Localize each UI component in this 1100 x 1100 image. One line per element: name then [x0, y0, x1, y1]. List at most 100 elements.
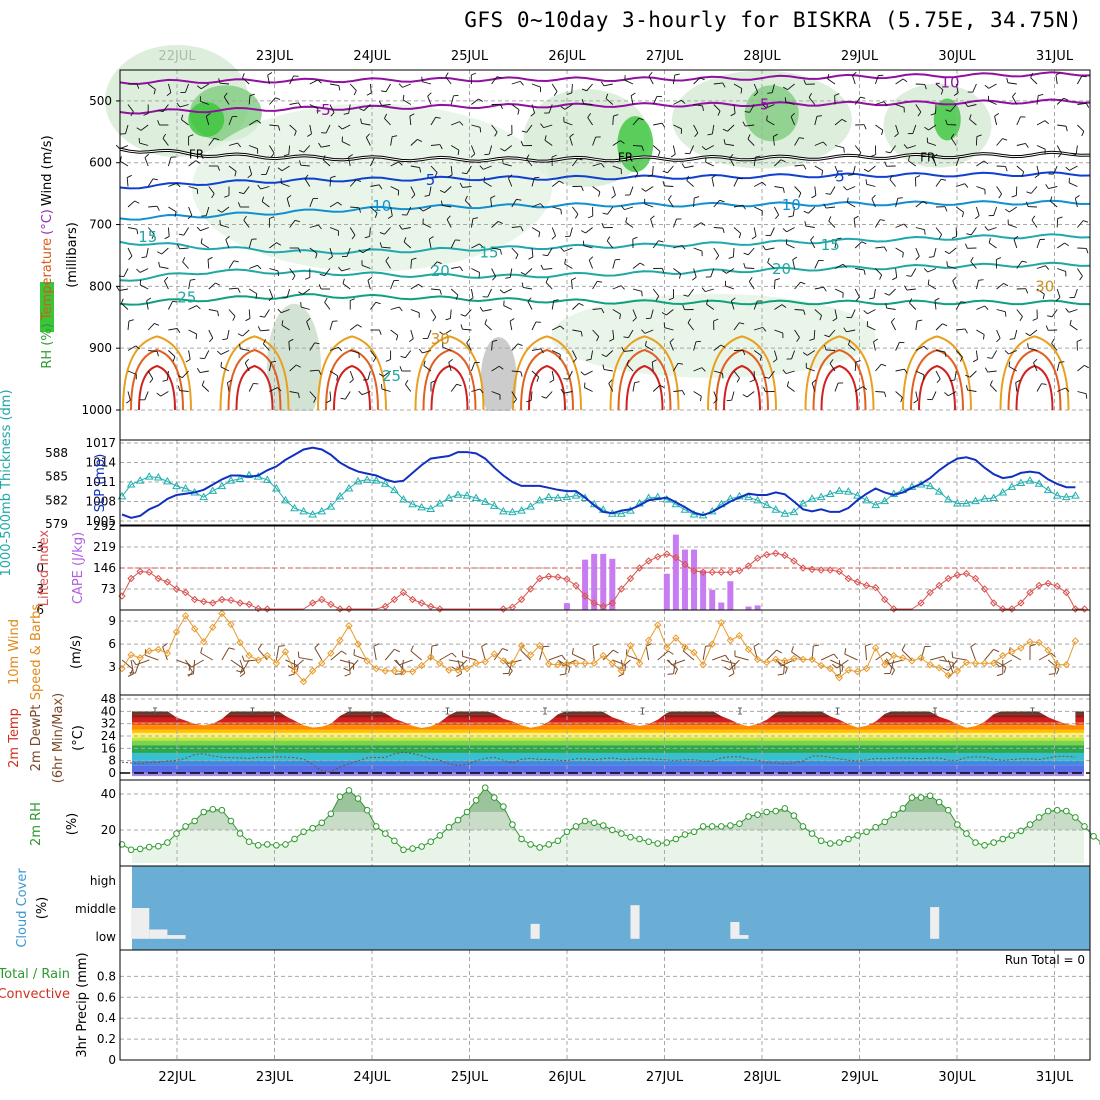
date-labels: 22JUL22JUL23JUL23JUL24JUL24JUL25JUL25JUL… [158, 49, 1073, 1085]
wind-barb [1016, 165, 1024, 173]
wind-barb-flag [749, 379, 755, 383]
wind-barb-flag [566, 92, 572, 95]
wind-barb-flag [970, 256, 974, 262]
thickness-marker [226, 476, 236, 484]
li-marker [790, 557, 798, 565]
wind-barb-flag [277, 308, 282, 314]
rh-shade [480, 337, 517, 422]
wind-barb [612, 285, 622, 290]
wind-barb-flag [502, 158, 504, 164]
wind-barb [976, 329, 985, 335]
wind-barb-flag [1004, 208, 1010, 213]
wind-barb-flag [176, 182, 181, 188]
wind-barb-flag [187, 673, 194, 676]
cape-bar [700, 570, 707, 610]
li-marker [644, 557, 653, 565]
wind-barb-flag [521, 130, 527, 133]
wind-barb [1056, 362, 1060, 372]
wind-barb [329, 391, 332, 401]
rh-above-20 [122, 787, 1100, 830]
wind-barb-flag [158, 109, 164, 113]
date-label-bottom: 27JUL [646, 1070, 684, 1085]
wind-barb-flag [889, 174, 893, 180]
wind-barb-flag [1021, 260, 1027, 263]
date-label-top: 29JUL [841, 49, 879, 64]
rh-marker [1063, 807, 1070, 815]
wind-barb [814, 286, 824, 290]
wind-barb-flag [560, 209, 562, 215]
wind-barb [188, 280, 191, 290]
wind-barb [1077, 124, 1085, 132]
wind-barb [450, 239, 456, 249]
rh-marker [527, 841, 534, 848]
wind-barb-flag [751, 235, 757, 240]
isotherm-label: 5 [835, 167, 845, 185]
wind-barb-flag [456, 673, 462, 678]
wind-barb [915, 391, 919, 401]
wind-barb-flag [217, 311, 219, 317]
wind-barb [491, 365, 500, 372]
wind-barb [933, 247, 937, 257]
wind-barb-flag [544, 135, 547, 141]
wind-barb-flag [560, 106, 566, 110]
thickness-marker [508, 507, 517, 516]
wind-speed-marker [236, 638, 244, 647]
minmax-marker: I [152, 706, 158, 717]
wind-barb [200, 100, 209, 105]
wind-barb [834, 382, 839, 392]
wind-barb [324, 302, 331, 310]
isotherm-lobe [414, 335, 485, 411]
wind-barb-flag [349, 379, 354, 384]
wind-barb [787, 83, 795, 91]
wind-barb [205, 206, 210, 216]
wind-barb-flag [457, 150, 460, 156]
wind-barb-flag [686, 175, 689, 181]
precip-tick-label: 0.8 [97, 969, 116, 983]
wind-barb-flag [348, 154, 353, 158]
rh-marker [609, 826, 616, 834]
wind-barb-flag [177, 385, 181, 391]
wind-barb [873, 341, 876, 351]
temp-band [132, 732, 1084, 738]
date-label-bottom: 31JUL [1036, 1070, 1074, 1085]
wind-barb-flag [439, 331, 444, 336]
wind-barb [341, 141, 351, 146]
wind-barb [329, 370, 338, 377]
wind-barb [309, 342, 315, 351]
wind-barb-flag [490, 195, 496, 199]
wind-barb-flag [907, 155, 911, 161]
wind-barb-flag [701, 146, 707, 151]
wind-barb [220, 366, 230, 372]
wind-barb [955, 206, 964, 213]
wind-barb-flag [744, 111, 750, 113]
precip-convective-label: Convective [0, 987, 70, 1002]
li-marker [209, 599, 217, 607]
wind-barb-flag [870, 154, 876, 157]
wind-barb [928, 124, 937, 131]
wind-barb-flag [144, 153, 149, 158]
wind-barb-flag [682, 645, 687, 652]
wind-barb [814, 116, 818, 126]
temp-band [132, 765, 1084, 773]
wind-barb [853, 218, 856, 228]
wind-barb [410, 139, 418, 146]
wind-barb-flag [172, 356, 176, 362]
wind-barb-flag [1009, 338, 1015, 340]
wind-barb-flag [863, 310, 868, 315]
isotherm-lobe [235, 364, 274, 411]
wind-barb [1077, 102, 1087, 105]
wind-barb [794, 186, 802, 194]
slp-tick-label: 1008 [85, 495, 116, 509]
wind-barb [987, 370, 997, 373]
wind-barb-flag [399, 366, 403, 372]
wind-barb-flag [871, 194, 876, 200]
wind-barb-flag [214, 137, 220, 141]
rh-marker [1081, 823, 1088, 830]
wind-barb-flag [824, 334, 830, 338]
wind-barb [909, 302, 917, 310]
wind-barb-flag [513, 398, 517, 404]
freezing-line-inner [119, 148, 1091, 162]
wind-barb [1012, 96, 1018, 105]
precip-tick-label: 0 [108, 1053, 116, 1067]
wind-barb [502, 163, 512, 167]
